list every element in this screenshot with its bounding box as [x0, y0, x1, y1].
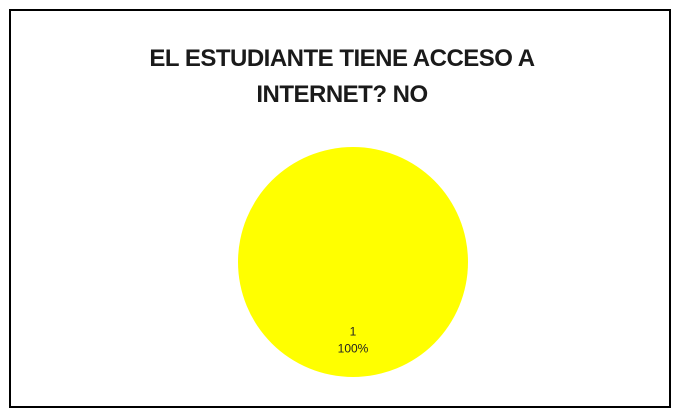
pie-slice — [238, 147, 468, 377]
pie-data-label-percent: 100% — [338, 342, 369, 356]
pie-chart: 1 100% — [238, 147, 468, 377]
pie-labels: 1 100% — [338, 325, 369, 356]
chart-title-line-2: INTERNET? NO — [256, 81, 428, 108]
chart-title: EL ESTUDIANTE TIENE ACCESO A INTERNET? N… — [11, 41, 673, 113]
chart-frame: EL ESTUDIANTE TIENE ACCESO A INTERNET? N… — [9, 9, 671, 408]
chart-title-line-1: EL ESTUDIANTE TIENE ACCESO A — [149, 45, 535, 72]
pie-data-label-category: 1 — [350, 325, 357, 339]
pie-slices — [238, 147, 468, 377]
